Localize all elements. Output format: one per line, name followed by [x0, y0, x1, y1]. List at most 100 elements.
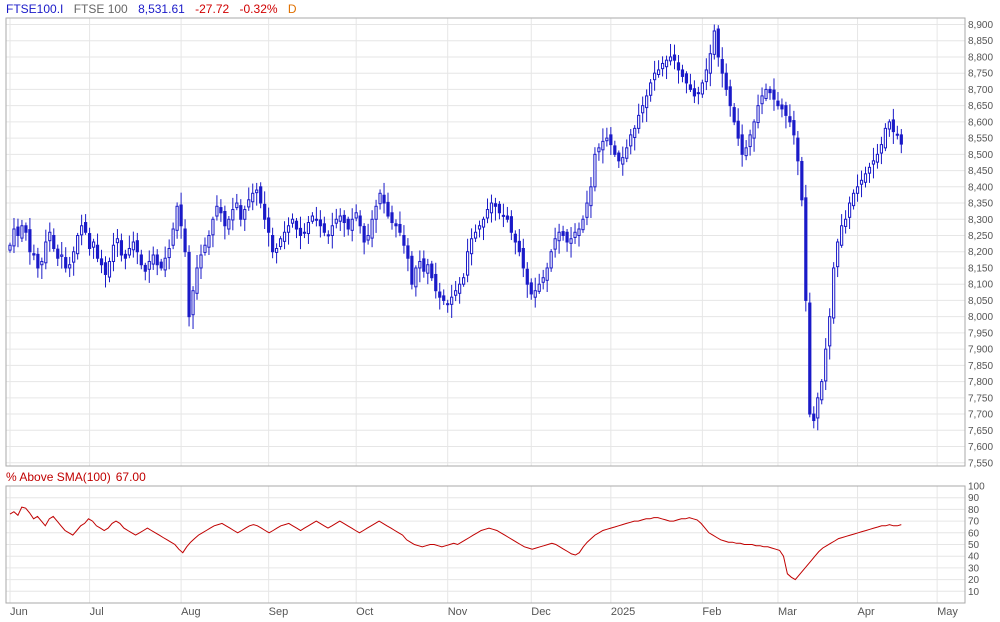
candle-body	[442, 295, 446, 301]
price-tick-label: 7,650	[968, 426, 993, 437]
candle-body	[350, 218, 354, 231]
candle-body	[704, 69, 708, 83]
candle-body	[740, 134, 744, 155]
price-tick-label: 8,800	[968, 52, 993, 63]
candle-body	[581, 218, 585, 231]
candle-body	[633, 127, 637, 138]
candle-body	[668, 56, 673, 62]
indicator-tick-label: 90	[968, 493, 980, 504]
candle-body	[883, 127, 887, 149]
candle-body	[430, 263, 434, 279]
candle-body	[824, 348, 828, 382]
candle-body	[80, 225, 84, 236]
candle-body	[879, 144, 884, 154]
candle-body	[625, 147, 629, 159]
candle-body	[163, 257, 167, 271]
candle-body	[589, 186, 593, 207]
candle-body	[187, 251, 191, 318]
candle-body	[517, 240, 521, 253]
candle-body	[179, 204, 183, 227]
chart-header: FTSE100.I FTSE 100 8,531.61 -27.72 -0.32…	[6, 2, 304, 16]
candle-body	[84, 222, 88, 233]
candle-body	[402, 235, 406, 246]
candle-body	[525, 268, 529, 285]
candle-body	[477, 225, 482, 230]
candle-body	[485, 209, 490, 219]
candle-body	[577, 228, 581, 237]
candle-body	[609, 134, 613, 146]
candle-body	[597, 147, 601, 153]
candle-body	[378, 192, 382, 205]
price-tick-label: 7,900	[968, 345, 993, 356]
candle-body	[394, 223, 398, 227]
symbol-label[interactable]: FTSE100.I	[6, 2, 64, 16]
candle-body	[56, 248, 60, 259]
candle-body	[764, 88, 768, 100]
candle-body	[72, 251, 76, 263]
indicator-tick-label: 10	[968, 587, 980, 598]
candle-body	[553, 238, 557, 250]
candle-body	[808, 302, 812, 415]
candle-body	[322, 223, 326, 233]
candle-body	[282, 231, 287, 242]
x-tick-label: Aug	[181, 606, 201, 618]
candle-body	[454, 290, 458, 296]
candle-body	[286, 225, 291, 233]
candle-body	[859, 179, 864, 185]
candle-body	[605, 137, 609, 142]
candle-body	[342, 214, 346, 224]
period-indicator[interactable]: D	[287, 2, 297, 16]
indicator-line	[9, 506, 902, 581]
candle-body	[716, 28, 720, 58]
candle-body	[744, 147, 748, 157]
candle-body	[497, 203, 502, 214]
candle-body	[131, 241, 135, 251]
candle-body	[52, 235, 56, 249]
indicator-tick-label: 40	[968, 552, 980, 563]
indicator-tick-label: 30	[968, 563, 980, 574]
candle-body	[298, 227, 303, 237]
x-tick-label: Nov	[448, 606, 468, 618]
candle-body	[155, 254, 159, 266]
candle-body	[147, 260, 151, 270]
candle-body	[263, 203, 267, 220]
candle-body	[664, 59, 669, 68]
x-tick-label: 2025	[611, 606, 635, 618]
candle-body	[836, 241, 840, 268]
candle-body	[60, 254, 64, 257]
candle-body	[505, 215, 509, 220]
candle-body	[569, 238, 573, 244]
indicator-header: % Above SMA(100) 67.00	[6, 470, 151, 484]
candle-body	[278, 238, 283, 248]
candle-body	[438, 291, 442, 298]
candle-body	[565, 231, 569, 243]
candle-body	[398, 223, 402, 233]
candle-body	[374, 205, 378, 220]
candle-body	[732, 107, 736, 123]
indicator-label[interactable]: % Above SMA(100)	[6, 470, 111, 484]
price-tick-label: 8,100	[968, 280, 993, 291]
candle-body	[645, 95, 649, 109]
candle-body	[271, 235, 275, 253]
candle-body	[318, 219, 322, 227]
candle-body	[541, 277, 545, 283]
candle-body	[692, 88, 697, 97]
candle-body	[159, 261, 163, 269]
candle-body	[676, 62, 681, 71]
candle-body	[366, 235, 370, 241]
candle-body	[175, 205, 179, 231]
price-tick-label: 7,750	[968, 393, 993, 404]
price-tick-label: 7,800	[968, 377, 993, 388]
candle-body	[390, 212, 394, 224]
candle-body	[728, 86, 732, 107]
candle-body	[302, 231, 307, 234]
candle-body	[521, 247, 525, 269]
price-change: -27.72	[195, 2, 230, 16]
price-tick-label: 8,250	[968, 231, 993, 242]
candle-body	[481, 218, 486, 228]
candle-body	[688, 84, 693, 90]
candle-body	[183, 228, 187, 253]
candle-body	[195, 267, 199, 294]
candle-body	[748, 134, 752, 148]
